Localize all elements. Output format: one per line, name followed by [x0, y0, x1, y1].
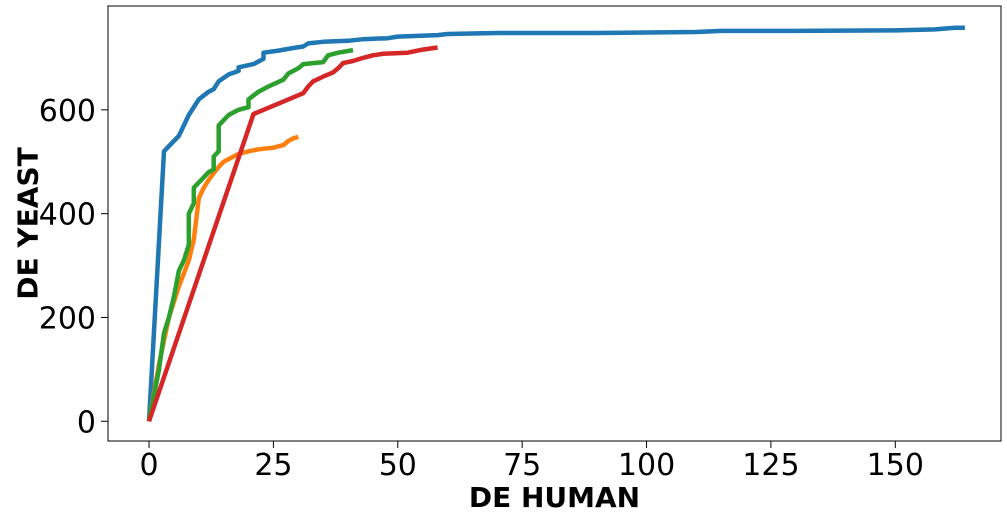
x-axis-ticks: 0 25 50 75 100 125 150 — [139, 441, 924, 483]
plot-area-frame — [107, 5, 1002, 442]
x-tick-label: 75 — [503, 448, 541, 483]
series-line-2 — [146, 134, 299, 422]
x-tick-label: 100 — [618, 448, 675, 483]
y-tick-label: 400 — [39, 198, 96, 233]
x-tick-label: 125 — [742, 448, 799, 483]
y-axis-ticks: 0 200 400 600 — [39, 94, 108, 440]
y-axis-title: DE YEAST — [12, 147, 45, 299]
y-tick-label: 0 — [77, 405, 96, 440]
x-tick-label: 25 — [254, 448, 292, 483]
series-line-3 — [146, 47, 354, 422]
series-line-1 — [146, 25, 965, 422]
y-tick-label: 200 — [39, 301, 96, 336]
series-layer — [146, 25, 965, 423]
x-tick-label: 0 — [139, 448, 158, 483]
x-tick-label: 50 — [379, 448, 417, 483]
y-tick-label: 600 — [39, 94, 96, 129]
x-tick-label: 150 — [867, 448, 924, 483]
x-axis-title: DE HUMAN — [469, 481, 640, 514]
series-line-4 — [146, 45, 438, 423]
